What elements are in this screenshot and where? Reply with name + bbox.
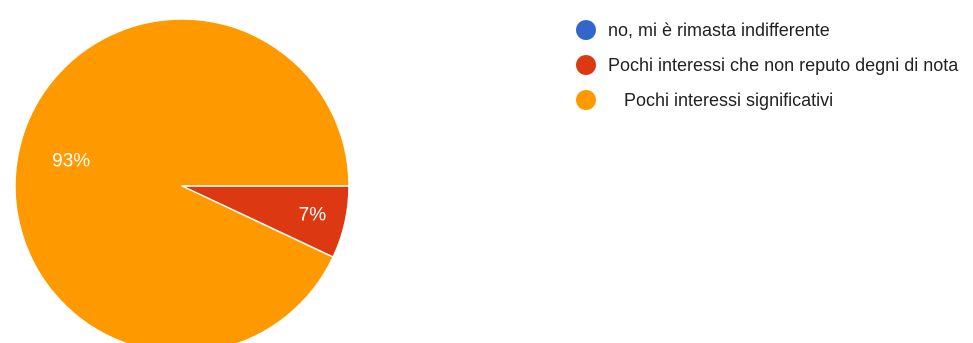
legend-swatch-indifferente — [576, 20, 596, 40]
legend-label-pochi-interessi-significativi: Pochi interessi significativi — [624, 90, 834, 110]
legend-item-indifferente[interactable]: no, mi è rimasta indifferente — [576, 18, 971, 42]
legend-item-pochi-interessi-significativi[interactable]: Pochi interessi significativi — [576, 88, 971, 112]
pie-label-pochi-interessi-non-degni: 7% — [299, 205, 327, 226]
pie-label-pochi-interessi-significativi: 93% — [52, 151, 90, 172]
legend-label-indifferente: no, mi è rimasta indifferente — [608, 20, 830, 40]
chart-legend: no, mi è rimasta indifferente Pochi inte… — [576, 18, 971, 126]
legend-swatch-pochi-interessi-significativi — [576, 90, 596, 110]
legend-label-pochi-interessi-non-degni: Pochi interessi che non reputo degni di … — [608, 55, 959, 75]
pie-slices — [14, 18, 350, 343]
pie-slice-pochi-interessi-significativi[interactable] — [14, 18, 350, 343]
legend-swatch-pochi-interessi-non-degni — [576, 55, 596, 75]
pie-data-labels: 7% 93% — [52, 151, 326, 226]
legend-item-pochi-interessi-non-degni[interactable]: Pochi interessi che non reputo degni di … — [576, 53, 971, 77]
